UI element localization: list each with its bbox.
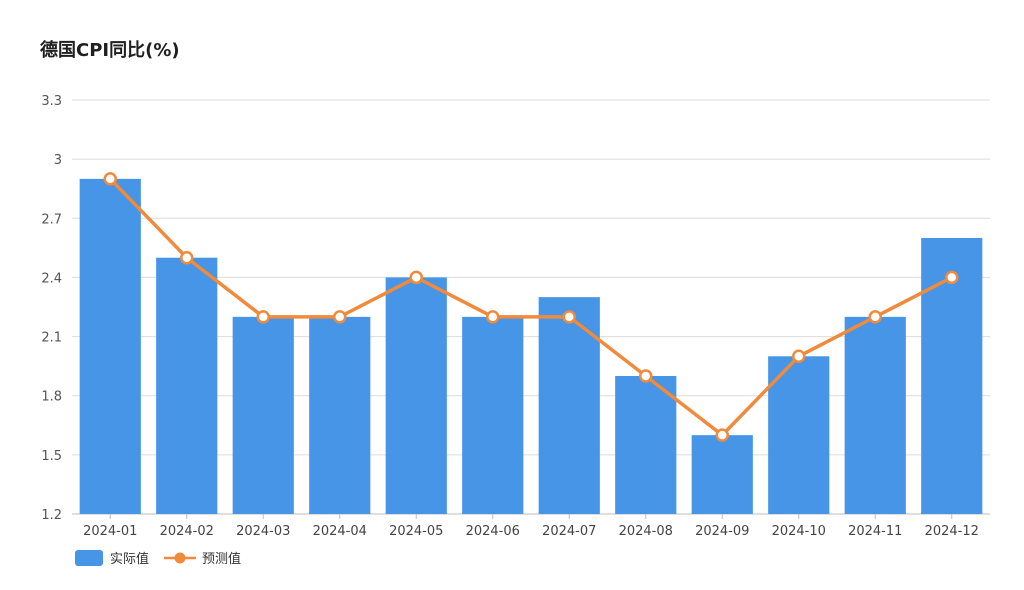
bar xyxy=(462,316,524,514)
x-tick-label: 2024-11 xyxy=(848,524,902,539)
bar xyxy=(385,277,447,514)
y-tick-label: 2.4 xyxy=(41,271,62,286)
legend-label-actual: 实际值 xyxy=(110,551,149,567)
forecast-point xyxy=(180,250,194,265)
forecast-point xyxy=(256,310,270,324)
legend-swatch-actual xyxy=(75,550,103,566)
x-tick-label: 2024-07 xyxy=(542,524,596,539)
y-tick-label: 1.8 xyxy=(41,390,62,405)
forecast-point xyxy=(562,310,576,324)
x-tick-label: 2024-06 xyxy=(466,524,520,539)
legend-marker-forecast xyxy=(174,552,186,564)
x-tick-label: 2024-01 xyxy=(83,524,137,539)
x-tick-label: 2024-08 xyxy=(619,524,673,539)
y-tick-label: 1.5 xyxy=(41,449,62,464)
x-tick-label: 2024-05 xyxy=(389,524,443,539)
bar xyxy=(691,435,753,514)
chart-title: 德国CPI同比(%) xyxy=(40,40,180,61)
bar xyxy=(79,178,141,514)
forecast-point xyxy=(409,270,423,285)
forecast-point xyxy=(486,310,500,324)
y-tick-label: 2.7 xyxy=(41,212,62,227)
x-tick-label: 2024-10 xyxy=(772,524,826,539)
forecast-point xyxy=(868,310,882,324)
y-tick-label: 2.1 xyxy=(41,331,62,346)
bar xyxy=(615,376,677,514)
y-tick-label: 1.2 xyxy=(41,508,62,523)
legend-label-forecast: 预测值 xyxy=(202,551,241,567)
x-tick-label: 2024-04 xyxy=(313,524,367,539)
x-tick-label: 2024-12 xyxy=(925,524,979,539)
x-tick-label: 2024-09 xyxy=(695,524,749,539)
bar xyxy=(156,257,218,514)
forecast-point xyxy=(792,349,806,364)
x-tick-label: 2024-03 xyxy=(236,524,290,539)
bar xyxy=(309,316,371,514)
forecast-point xyxy=(639,369,653,383)
bar xyxy=(232,316,294,514)
y-tick-label: 3 xyxy=(54,153,62,168)
forecast-point xyxy=(333,310,347,324)
forecast-point xyxy=(715,428,729,442)
x-tick-label: 2024-02 xyxy=(160,524,214,539)
forecast-series-line xyxy=(108,177,954,437)
bar xyxy=(538,297,600,514)
bar xyxy=(844,316,906,514)
y-tick-label: 3.3 xyxy=(41,94,62,109)
forecast-point xyxy=(103,172,117,186)
bar xyxy=(768,356,830,514)
forecast-point xyxy=(945,270,959,285)
